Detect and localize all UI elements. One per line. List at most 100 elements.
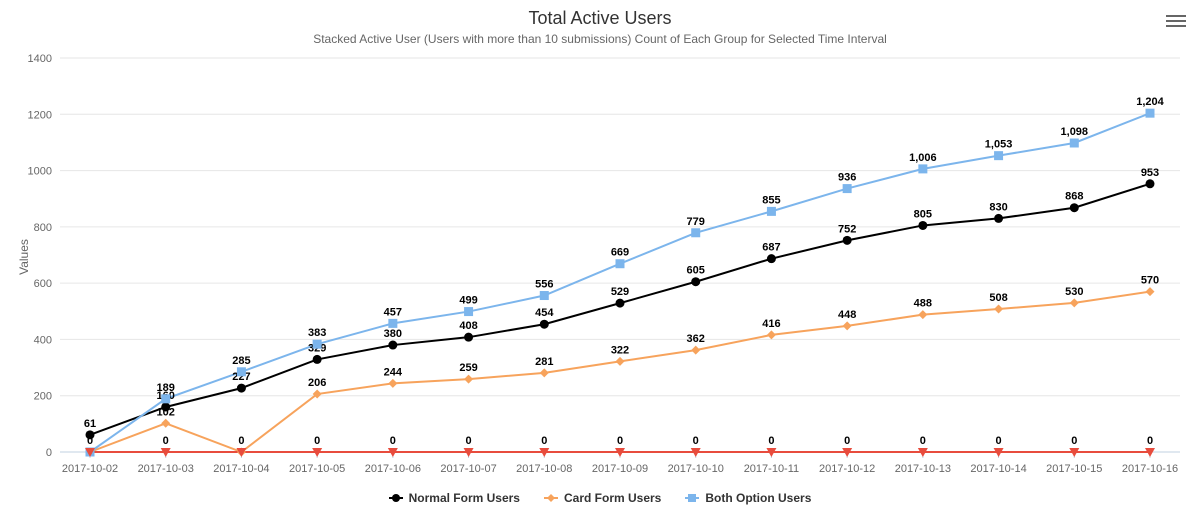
data-label: 779 — [687, 216, 705, 228]
data-label: 868 — [1065, 191, 1083, 203]
data-point[interactable] — [237, 367, 246, 376]
series-line[interactable] — [90, 113, 1150, 452]
x-tick-label: 2017-10-08 — [516, 463, 572, 475]
legend-item[interactable]: Both Option Users — [685, 491, 811, 505]
data-label: 448 — [838, 309, 856, 321]
data-point[interactable] — [540, 368, 549, 377]
data-point[interactable] — [161, 419, 170, 428]
data-point[interactable] — [691, 346, 700, 355]
data-point[interactable] — [994, 305, 1003, 314]
data-point[interactable] — [767, 254, 776, 263]
data-point[interactable] — [994, 214, 1003, 223]
legend-item[interactable]: Card Form Users — [544, 491, 661, 505]
data-point[interactable] — [616, 357, 625, 366]
legend-item[interactable]: Normal Form Users — [389, 491, 520, 505]
data-point[interactable] — [464, 307, 473, 316]
data-label: 1,053 — [985, 139, 1013, 151]
y-tick-label: 1200 — [28, 109, 52, 121]
data-point[interactable] — [464, 375, 473, 384]
data-point[interactable] — [388, 379, 397, 388]
data-label: 416 — [762, 318, 780, 330]
data-point[interactable] — [388, 341, 397, 350]
data-label: 206 — [308, 377, 326, 389]
data-point[interactable] — [237, 384, 246, 393]
data-label: 570 — [1141, 275, 1159, 287]
data-point[interactable] — [1146, 179, 1155, 188]
data-point[interactable] — [540, 320, 549, 329]
y-tick-label: 200 — [34, 391, 52, 403]
data-point[interactable] — [691, 277, 700, 286]
x-tick-label: 2017-10-11 — [744, 463, 799, 475]
data-point[interactable] — [540, 291, 549, 300]
data-label: 508 — [989, 292, 1007, 304]
y-tick-label: 800 — [34, 222, 52, 234]
data-label: 556 — [535, 279, 553, 291]
data-label: 0 — [1147, 435, 1153, 447]
x-tick-label: 2017-10-04 — [213, 463, 269, 475]
data-label: 408 — [459, 320, 477, 332]
data-label: 499 — [459, 295, 477, 307]
data-point[interactable] — [767, 330, 776, 339]
data-label: 0 — [466, 435, 472, 447]
data-label: 0 — [920, 435, 926, 447]
data-point[interactable] — [843, 184, 852, 193]
data-point[interactable] — [1146, 287, 1155, 296]
x-tick-label: 2017-10-15 — [1046, 463, 1102, 475]
data-point[interactable] — [616, 259, 625, 268]
data-point[interactable] — [691, 228, 700, 237]
y-tick-label: 1400 — [28, 53, 52, 65]
data-point[interactable] — [464, 333, 473, 342]
data-point[interactable] — [994, 151, 1003, 160]
data-point[interactable] — [161, 394, 170, 403]
data-label: 0 — [617, 435, 623, 447]
data-point[interactable] — [767, 207, 776, 216]
data-point[interactable] — [1070, 298, 1079, 307]
data-label: 488 — [914, 298, 932, 310]
data-label: 953 — [1141, 167, 1159, 179]
chart-subtitle: Stacked Active User (Users with more tha… — [0, 32, 1200, 46]
chart-title: Total Active Users — [0, 8, 1200, 29]
data-point[interactable] — [616, 299, 625, 308]
data-label: 285 — [232, 355, 250, 367]
data-point[interactable] — [1070, 203, 1079, 212]
data-label: 1,204 — [1136, 96, 1164, 108]
legend-label: Card Form Users — [564, 491, 661, 505]
data-point[interactable] — [313, 340, 322, 349]
data-label: 752 — [838, 223, 856, 235]
data-point[interactable] — [918, 310, 927, 319]
data-point[interactable] — [918, 221, 927, 230]
data-label: 605 — [687, 265, 705, 277]
data-label: 322 — [611, 344, 629, 356]
data-label: 383 — [308, 327, 326, 339]
data-point[interactable] — [1070, 138, 1079, 147]
data-label: 936 — [838, 172, 856, 184]
chart-container: Total Active Users Stacked Active User (… — [0, 0, 1200, 514]
legend-marker-icon — [544, 491, 558, 505]
hamburger-icon[interactable] — [1166, 12, 1186, 28]
data-label: 61 — [84, 418, 96, 430]
data-label: 281 — [535, 356, 553, 368]
data-label: 259 — [459, 362, 477, 374]
data-label: 529 — [611, 286, 629, 298]
y-tick-label: 0 — [46, 447, 52, 459]
data-label: 0 — [163, 435, 169, 447]
y-tick-label: 600 — [34, 278, 52, 290]
data-label: 0 — [996, 435, 1002, 447]
x-tick-label: 2017-10-13 — [895, 463, 951, 475]
x-tick-label: 2017-10-14 — [970, 463, 1026, 475]
data-point[interactable] — [918, 164, 927, 173]
data-label: 454 — [535, 307, 554, 319]
data-point[interactable] — [388, 319, 397, 328]
legend-marker-icon — [389, 491, 403, 505]
y-axis-label: Values — [17, 239, 31, 275]
data-label: 805 — [914, 208, 932, 220]
data-point[interactable] — [843, 236, 852, 245]
x-tick-label: 2017-10-05 — [289, 463, 345, 475]
x-tick-label: 2017-10-07 — [440, 463, 496, 475]
data-point[interactable] — [1146, 109, 1155, 118]
x-tick-label: 2017-10-09 — [592, 463, 648, 475]
y-tick-label: 400 — [34, 334, 52, 346]
data-point[interactable] — [843, 321, 852, 330]
chart-legend: Normal Form Users Card Form Users Both Opt… — [0, 491, 1200, 508]
data-point[interactable] — [313, 355, 322, 364]
